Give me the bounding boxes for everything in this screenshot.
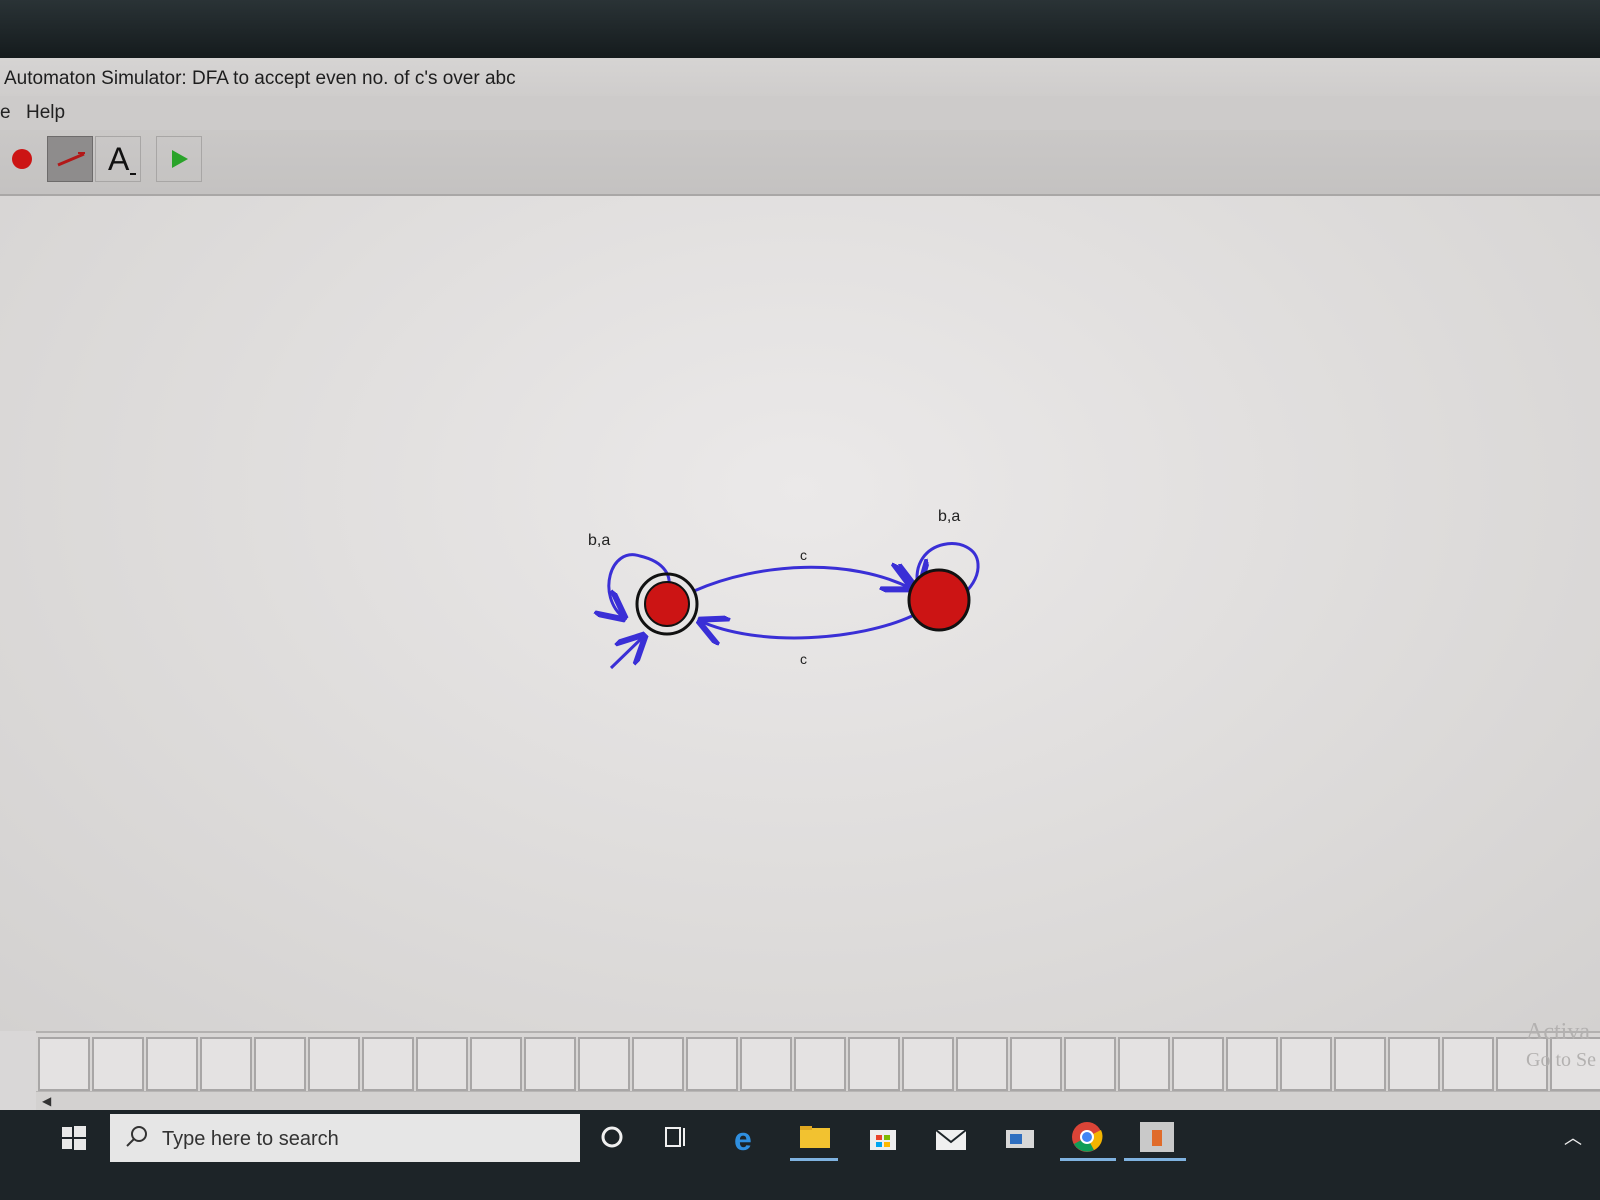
dfa-diagram: b,a b,a c c (588, 508, 980, 670)
tape-cell[interactable] (1442, 1037, 1494, 1091)
tape-cell[interactable] (38, 1037, 90, 1091)
tape-cell[interactable] (1550, 1037, 1600, 1091)
activation-watermark: Activa Go to Se (1526, 1018, 1596, 1074)
file-explorer-active-indicator (790, 1158, 838, 1161)
tape-cell[interactable] (902, 1037, 954, 1091)
tape-cell[interactable] (848, 1037, 900, 1091)
search-placeholder: Type here to search (162, 1128, 339, 1150)
label-q0-loop: b,a (588, 532, 610, 549)
automaton-canvas[interactable]: b,a b,a c c (0, 196, 1600, 1031)
state-q1[interactable] (907, 568, 971, 632)
watermark-line1: Activa (1526, 1019, 1590, 1045)
chrome-active-indicator (1060, 1158, 1116, 1161)
tape-cell[interactable] (146, 1037, 198, 1091)
menu-bar: e Help (0, 96, 1600, 130)
tape-cell[interactable] (416, 1037, 468, 1091)
tape-cell[interactable] (794, 1037, 846, 1091)
screen: Automaton Simulator: DFA to accept even … (0, 58, 1600, 1185)
cortana-icon[interactable] (594, 1120, 634, 1154)
chrome-icon[interactable] (1068, 1120, 1108, 1154)
input-tape (36, 1031, 1600, 1093)
arrow-line-icon (57, 152, 85, 167)
red-circle-icon (12, 149, 32, 169)
edge-icon[interactable]: e (728, 1120, 768, 1154)
start-arrow (609, 636, 644, 670)
tape-cell[interactable] (956, 1037, 1008, 1091)
search-icon (126, 1126, 147, 1147)
tape-cell[interactable] (578, 1037, 630, 1091)
self-loop-q0 (609, 553, 671, 618)
tape-cell[interactable] (200, 1037, 252, 1091)
run-button[interactable] (156, 136, 202, 182)
tape-cell[interactable] (308, 1037, 360, 1091)
scroll-left-arrow-icon[interactable]: ◀ (42, 1094, 52, 1108)
tape-cell[interactable] (254, 1037, 306, 1091)
tape-cell[interactable] (524, 1037, 576, 1091)
transition-q1-q0 (700, 614, 913, 638)
tape-scrollbar[interactable]: ◀ (36, 1091, 1600, 1110)
tape-cell[interactable] (1010, 1037, 1062, 1091)
windows-start-icon[interactable] (60, 1124, 88, 1152)
letter-a-icon: A (108, 141, 130, 177)
tape-cell[interactable] (1172, 1037, 1224, 1091)
task-view-icon[interactable] (658, 1120, 698, 1154)
window-title: Automaton Simulator: DFA to accept even … (0, 58, 1600, 96)
tape-cell[interactable] (1118, 1037, 1170, 1091)
tape-cell[interactable] (1496, 1037, 1548, 1091)
app-window-icon[interactable] (1000, 1120, 1040, 1154)
java-app-icon[interactable] (1138, 1120, 1178, 1154)
tape-cell[interactable] (1280, 1037, 1332, 1091)
state-q0[interactable] (635, 572, 699, 636)
tape-cell[interactable] (470, 1037, 522, 1091)
java-app-active-indicator (1124, 1158, 1186, 1161)
tape-cell[interactable] (1226, 1037, 1278, 1091)
state-tool-button[interactable] (0, 136, 46, 182)
transition-tool-button[interactable] (47, 136, 93, 182)
store-icon[interactable] (864, 1120, 904, 1154)
label-tool-button[interactable]: A (95, 136, 141, 182)
tape-cell[interactable] (1064, 1037, 1116, 1091)
svg-text:e: e (734, 1121, 752, 1154)
menu-help[interactable]: Help (26, 102, 66, 123)
mail-icon[interactable] (932, 1120, 972, 1154)
taskbar: Type here to search e (0, 1110, 1600, 1200)
tape-cell[interactable] (1388, 1037, 1440, 1091)
label-q1-loop: b,a (938, 508, 960, 525)
tape-cell[interactable] (686, 1037, 738, 1091)
tray-chevron-icon[interactable]: ︿ (1564, 1128, 1582, 1148)
watermark-line2: Go to Se (1526, 1049, 1596, 1071)
tape-cell[interactable] (92, 1037, 144, 1091)
monitor-bezel (0, 0, 1600, 60)
toolbar: A (0, 130, 1600, 196)
tape-cell[interactable] (632, 1037, 684, 1091)
tape-cell[interactable] (740, 1037, 792, 1091)
transition-q0-q1 (693, 567, 910, 593)
menu-file[interactable]: e (0, 102, 11, 123)
taskbar-search-box[interactable]: Type here to search (110, 1114, 580, 1162)
label-q1-q0: c (800, 651, 807, 667)
label-tool-underline (130, 173, 136, 175)
self-loop-q1 (917, 542, 980, 596)
file-explorer-icon[interactable] (796, 1120, 836, 1154)
tape-cell[interactable] (362, 1037, 414, 1091)
label-q0-q1: c (800, 547, 807, 563)
green-play-icon (172, 150, 188, 168)
tape-cell[interactable] (1334, 1037, 1386, 1091)
